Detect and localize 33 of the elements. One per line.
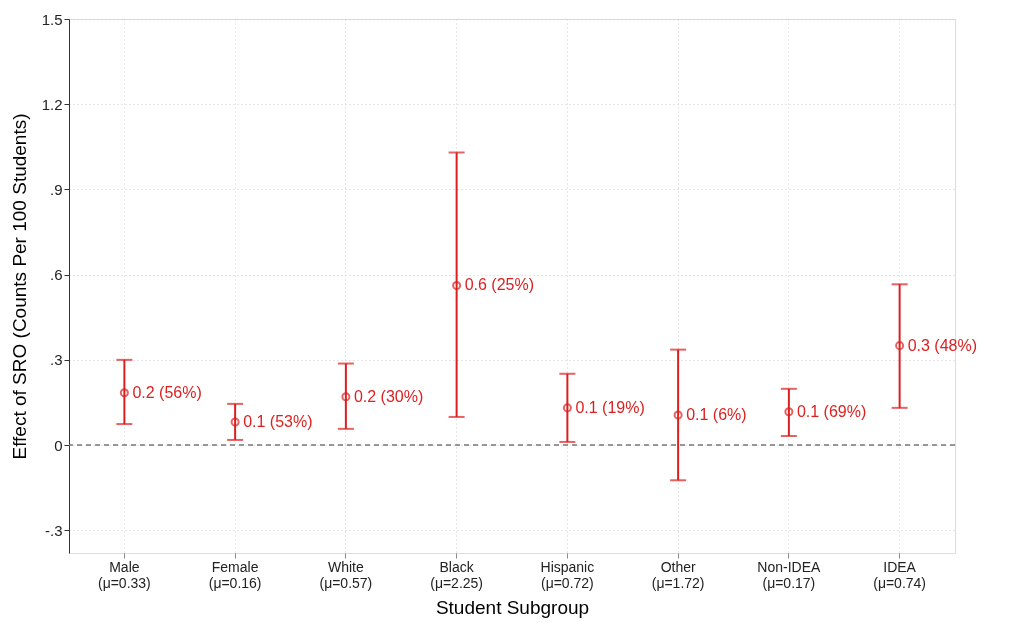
y-tick-label: .3 bbox=[49, 351, 63, 369]
data-label: 0.1 (19%) bbox=[575, 398, 645, 416]
x-tick-label: Black (μ=2.25) bbox=[430, 558, 484, 591]
data-label: 0.2 (30%) bbox=[353, 387, 424, 405]
y-tick-label: .9 bbox=[49, 180, 63, 198]
point bbox=[673, 410, 683, 420]
data-label: 0.6 (25%) bbox=[464, 276, 534, 294]
point bbox=[230, 417, 240, 427]
y-tick-label: .6 bbox=[49, 266, 63, 284]
x-axis-title: Student Subgroup bbox=[435, 596, 590, 618]
x-tick-label: Female (μ=0.16) bbox=[208, 558, 262, 591]
x-tick-label: Male (μ=0.33) bbox=[97, 558, 151, 591]
x-tick-label: Other (μ=1.72) bbox=[651, 558, 705, 591]
point bbox=[562, 403, 572, 413]
y-tick-label: 1.5 bbox=[41, 10, 63, 28]
y-axis-title: Effect of SRO (Counts Per 100 Students) bbox=[8, 113, 30, 460]
y-tick-label: 1.2 bbox=[41, 95, 63, 113]
data-label: 0.1 (53%) bbox=[243, 413, 313, 431]
data-label: 0.1 (69%) bbox=[796, 402, 867, 420]
point bbox=[452, 280, 462, 290]
point bbox=[341, 392, 351, 402]
point bbox=[895, 341, 905, 351]
point bbox=[119, 388, 129, 398]
x-tick-label: White (μ=0.57) bbox=[319, 558, 373, 591]
y-tick-label: 0 bbox=[54, 436, 63, 454]
x-tick-label: IDEA (μ=0.74) bbox=[873, 558, 927, 591]
data-label: 0.2 (56%) bbox=[132, 383, 202, 401]
data-label: 0.3 (48%) bbox=[907, 336, 977, 354]
y-tick-label: -.3 bbox=[44, 521, 63, 539]
data-label: 0.1 (6%) bbox=[686, 405, 747, 423]
x-tick-label: Non-IDEA (μ=0.17) bbox=[757, 558, 822, 591]
point bbox=[784, 407, 794, 417]
x-tick-label: Hispanic (μ=0.72) bbox=[540, 558, 595, 591]
